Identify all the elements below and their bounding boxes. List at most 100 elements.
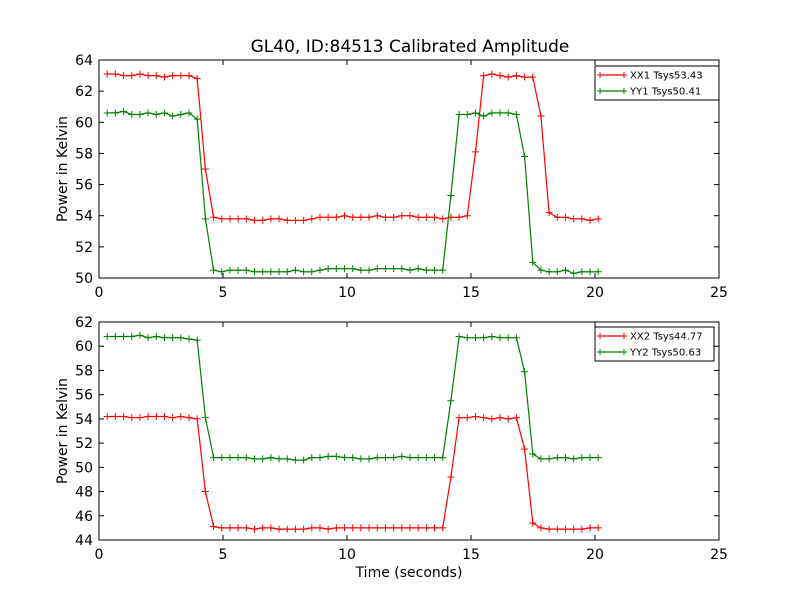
data-point (300, 268, 308, 276)
data-point (218, 268, 226, 276)
y-tick-label: 62 (75, 315, 93, 331)
data-point (169, 72, 177, 80)
data-point (291, 266, 299, 274)
data-point (471, 334, 479, 342)
y-axis-label: Power in Kelvin (55, 378, 71, 484)
legend-box (594, 65, 720, 101)
data-point (545, 209, 553, 217)
data-point (431, 454, 439, 462)
legend-marker (597, 333, 603, 339)
data-point (521, 368, 529, 376)
data-point (365, 266, 373, 274)
data-point (308, 524, 316, 532)
data-point (390, 524, 398, 532)
data-point (594, 268, 602, 276)
data-point (406, 212, 414, 220)
data-point (578, 454, 586, 462)
data-point (594, 454, 602, 462)
data-point (242, 454, 250, 462)
data-point (250, 455, 258, 463)
data-point (267, 268, 275, 276)
data-point (422, 266, 430, 274)
data-point (504, 334, 512, 342)
data-point (111, 333, 119, 341)
data-point (381, 454, 389, 462)
data-point (210, 213, 218, 221)
data-point (226, 266, 234, 274)
data-point (144, 412, 152, 420)
data-point (120, 333, 128, 341)
y-tick-label: 50 (75, 271, 93, 287)
data-point (259, 455, 267, 463)
data-point (308, 215, 316, 223)
y-tick-label: 56 (75, 388, 93, 404)
data-point (226, 215, 234, 223)
data-point (398, 212, 406, 220)
data-point (283, 216, 291, 224)
legend-marker (621, 72, 627, 78)
data-point (193, 336, 201, 344)
data-point (365, 455, 373, 463)
x-tick-label: 0 (95, 285, 104, 301)
data-point (111, 412, 119, 420)
data-point (521, 73, 529, 81)
data-point (250, 216, 258, 224)
data-point (447, 191, 455, 199)
x-tick-label: 15 (462, 285, 480, 301)
data-point (463, 334, 471, 342)
data-point (234, 454, 242, 462)
data-point (267, 215, 275, 223)
legend-label: XX2 Tsys44.77 (630, 332, 703, 343)
data-point (259, 524, 267, 532)
y-tick-label: 52 (75, 240, 93, 256)
data-point (480, 334, 488, 342)
data-point (160, 412, 168, 420)
data-point (144, 334, 152, 342)
data-point (250, 525, 258, 533)
legend-marker (597, 88, 603, 94)
data-point (136, 331, 144, 339)
data-point (300, 525, 308, 533)
data-point (111, 109, 119, 117)
data-point (594, 524, 602, 532)
y-tick-label: 58 (75, 363, 93, 379)
data-point (561, 525, 569, 533)
x-tick-label: 0 (95, 547, 104, 563)
data-point (169, 334, 177, 342)
data-point (480, 112, 488, 120)
legend-label: XX1 Tsys53.43 (630, 71, 703, 82)
data-point (332, 452, 340, 460)
data-point (586, 524, 594, 532)
plot-frame (98, 59, 720, 279)
data-point (103, 333, 111, 341)
data-point (177, 334, 185, 342)
data-point (357, 213, 365, 221)
data-point (259, 216, 267, 224)
y-tick-label: 54 (75, 412, 93, 428)
data-point (120, 412, 128, 420)
data-point (201, 215, 209, 223)
chart-title: GL40, ID:84513 Calibrated Amplitude (251, 37, 570, 57)
data-point (332, 524, 340, 532)
data-point (488, 415, 496, 423)
data-point (398, 265, 406, 273)
data-point (169, 414, 177, 422)
data-point (463, 111, 471, 118)
data-point (341, 524, 349, 532)
data-point (136, 414, 144, 422)
y-tick-label: 54 (75, 209, 93, 225)
data-point (103, 412, 111, 420)
data-point (373, 524, 381, 532)
data-point (455, 414, 463, 422)
x-tick-label: 5 (219, 285, 228, 301)
data-point (512, 414, 520, 422)
data-point (308, 268, 316, 276)
data-point (357, 455, 365, 463)
data-point (553, 268, 561, 276)
data-point (422, 213, 430, 221)
data-point (349, 265, 357, 273)
data-point (455, 333, 463, 341)
data-point (349, 454, 357, 462)
data-point (152, 333, 160, 341)
data-point (471, 109, 479, 117)
